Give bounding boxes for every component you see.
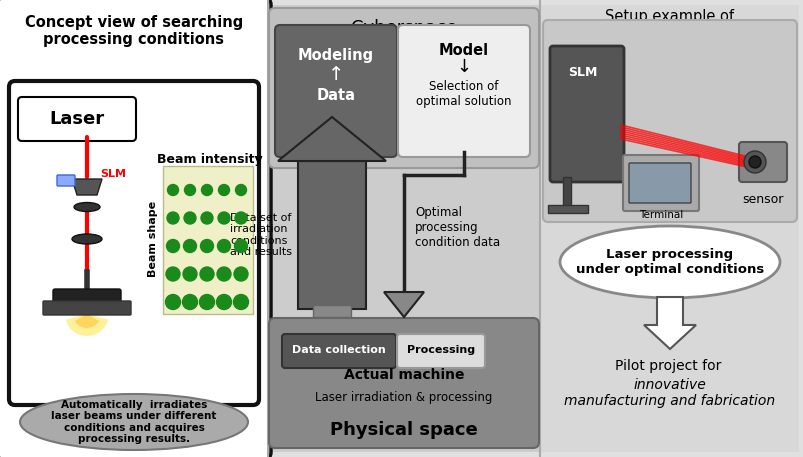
FancyBboxPatch shape bbox=[18, 97, 136, 141]
FancyBboxPatch shape bbox=[542, 20, 796, 222]
Ellipse shape bbox=[560, 226, 779, 298]
Text: SLM: SLM bbox=[100, 169, 126, 179]
Ellipse shape bbox=[74, 202, 100, 212]
Polygon shape bbox=[643, 297, 695, 349]
Circle shape bbox=[218, 212, 230, 224]
FancyBboxPatch shape bbox=[282, 334, 396, 368]
Circle shape bbox=[167, 212, 179, 224]
Circle shape bbox=[234, 212, 247, 224]
Circle shape bbox=[200, 267, 214, 281]
Circle shape bbox=[183, 239, 196, 253]
Circle shape bbox=[201, 212, 213, 224]
FancyBboxPatch shape bbox=[0, 0, 271, 457]
Text: ↓: ↓ bbox=[456, 58, 471, 76]
Circle shape bbox=[184, 185, 195, 196]
Circle shape bbox=[235, 185, 247, 196]
Bar bbox=[562, 177, 570, 209]
Text: Model: Model bbox=[438, 43, 488, 58]
Text: Physical space: Physical space bbox=[330, 421, 477, 439]
Text: Beam shape: Beam shape bbox=[148, 201, 158, 277]
Circle shape bbox=[217, 267, 230, 281]
Circle shape bbox=[200, 239, 214, 253]
Text: Terminal: Terminal bbox=[638, 210, 683, 220]
Bar bbox=[540, 5, 798, 452]
Text: Laser: Laser bbox=[49, 110, 104, 128]
Text: Laser irradiation & processing: Laser irradiation & processing bbox=[315, 390, 492, 404]
Text: Data: Data bbox=[316, 87, 355, 102]
Circle shape bbox=[748, 156, 760, 168]
Circle shape bbox=[234, 239, 247, 253]
FancyBboxPatch shape bbox=[269, 318, 538, 448]
Circle shape bbox=[166, 239, 179, 253]
Text: Beam intensity: Beam intensity bbox=[157, 153, 263, 165]
Text: Pilot project for: Pilot project for bbox=[613, 359, 724, 373]
Text: Selection of
optimal solution: Selection of optimal solution bbox=[416, 80, 512, 108]
FancyBboxPatch shape bbox=[57, 175, 75, 186]
Text: Cyberspace: Cyberspace bbox=[350, 19, 457, 37]
Circle shape bbox=[233, 294, 248, 309]
FancyBboxPatch shape bbox=[397, 25, 529, 157]
FancyBboxPatch shape bbox=[53, 289, 120, 311]
Text: Actual machine: Actual machine bbox=[344, 368, 463, 382]
FancyBboxPatch shape bbox=[738, 142, 786, 182]
FancyBboxPatch shape bbox=[622, 155, 698, 211]
Bar bbox=[312, 305, 351, 317]
Circle shape bbox=[202, 185, 212, 196]
Text: Automatically  irradiates
laser beams under different
conditions and acquires
pr: Automatically irradiates laser beams und… bbox=[51, 399, 217, 444]
Bar bbox=[163, 166, 253, 314]
Circle shape bbox=[218, 239, 230, 253]
FancyBboxPatch shape bbox=[628, 163, 690, 203]
Circle shape bbox=[216, 294, 231, 309]
Circle shape bbox=[184, 212, 196, 224]
FancyBboxPatch shape bbox=[275, 25, 397, 157]
Text: Laser processing
under optimal conditions: Laser processing under optimal condition… bbox=[575, 248, 763, 276]
Circle shape bbox=[234, 267, 247, 281]
FancyBboxPatch shape bbox=[9, 81, 259, 405]
Polygon shape bbox=[278, 117, 385, 161]
Circle shape bbox=[218, 185, 229, 196]
Ellipse shape bbox=[20, 394, 247, 450]
Text: Data collection: Data collection bbox=[291, 345, 385, 355]
Circle shape bbox=[743, 151, 765, 173]
Polygon shape bbox=[72, 179, 102, 195]
Circle shape bbox=[183, 267, 197, 281]
Text: innovative
manufacturing and fabrication: innovative manufacturing and fabrication bbox=[564, 378, 775, 408]
Text: Processing: Processing bbox=[406, 345, 475, 355]
FancyBboxPatch shape bbox=[269, 8, 538, 168]
Text: ↑: ↑ bbox=[328, 64, 344, 84]
Text: Data set of
irradiation
conditions
and results: Data set of irradiation conditions and r… bbox=[230, 213, 291, 257]
Circle shape bbox=[199, 294, 214, 309]
Circle shape bbox=[165, 267, 180, 281]
FancyBboxPatch shape bbox=[549, 46, 623, 182]
FancyBboxPatch shape bbox=[397, 334, 484, 368]
Bar bbox=[269, 5, 538, 452]
Text: SLM: SLM bbox=[567, 65, 597, 79]
Polygon shape bbox=[384, 292, 423, 317]
Bar bbox=[548, 205, 587, 213]
Text: Concept view of searching
processing conditions: Concept view of searching processing con… bbox=[25, 15, 243, 48]
Wedge shape bbox=[75, 314, 99, 328]
Ellipse shape bbox=[72, 234, 102, 244]
FancyBboxPatch shape bbox=[43, 301, 131, 315]
Circle shape bbox=[167, 185, 178, 196]
Bar bbox=[298, 161, 365, 309]
Text: Optimal
processing
condition data: Optimal processing condition data bbox=[414, 206, 499, 249]
Text: Modeling: Modeling bbox=[298, 48, 373, 63]
Text: Setup example of
digital feedback control: Setup example of digital feedback contro… bbox=[583, 9, 756, 42]
Circle shape bbox=[165, 294, 181, 309]
Circle shape bbox=[182, 294, 198, 309]
Wedge shape bbox=[66, 314, 108, 336]
Text: sensor: sensor bbox=[741, 192, 783, 206]
